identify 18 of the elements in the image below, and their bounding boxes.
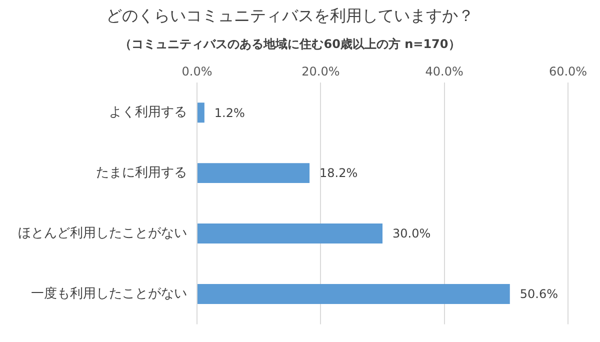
data-label: 30.0% xyxy=(392,226,431,241)
y-tick-label: よく利用する xyxy=(109,105,187,120)
x-tick-label: 0.0% xyxy=(182,64,212,78)
bar xyxy=(198,224,382,244)
bar xyxy=(198,102,204,123)
chart-title: どのくらいコミュニティバスを利用していますか？ xyxy=(105,6,475,27)
data-label: 1.2% xyxy=(214,106,245,120)
bar xyxy=(198,284,510,304)
y-tick-label: 一度も利用したことがない xyxy=(31,285,187,302)
x-tick-label: 60.0% xyxy=(548,64,588,78)
y-tick-label: ほとんど利用したことがない xyxy=(18,226,187,241)
chart-subtitle: （コミュニティバスのある地域に住む60歳以上の方 n=170） xyxy=(118,36,462,53)
data-label: 18.2% xyxy=(320,166,358,180)
y-tick-label: たまに利用する xyxy=(96,165,187,180)
x-tick-label: 20.0% xyxy=(302,64,340,78)
bar xyxy=(198,163,310,184)
data-label: 50.6% xyxy=(520,287,558,302)
x-tick-label: 40.0% xyxy=(425,64,464,78)
